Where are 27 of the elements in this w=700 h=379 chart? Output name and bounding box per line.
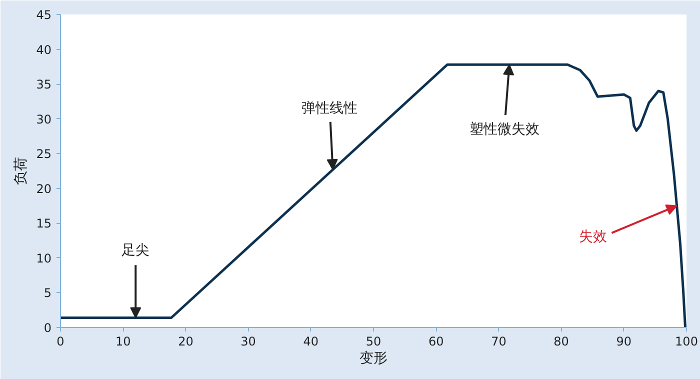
- x-tick-label: 90: [616, 334, 632, 348]
- y-tick-label: 25: [36, 147, 52, 162]
- x-tick-label: 40: [303, 334, 319, 348]
- x-tick-label: 80: [554, 334, 569, 348]
- x-tick-label: 70: [491, 334, 506, 348]
- x-axis-title: 变形: [360, 350, 388, 366]
- y-tick-label: 40: [36, 42, 52, 57]
- annotation: 失效: [578, 229, 607, 246]
- annotation: 弹性线性: [302, 100, 358, 116]
- x-tick-label: 20: [178, 334, 194, 348]
- x-tick-label: 60: [428, 334, 444, 348]
- y-tick-label: 10: [36, 251, 52, 266]
- y-tick-label: 45: [36, 8, 52, 22]
- y-tick-label: 5: [44, 286, 52, 300]
- y-tick-label: 30: [36, 112, 52, 126]
- y-tick-label: 0: [44, 321, 52, 335]
- annotation: 塑性微失效: [469, 121, 540, 138]
- x-tick-label: 0: [56, 334, 64, 348]
- x-tick-label: 50: [366, 334, 382, 348]
- annotation: 足尖: [122, 242, 150, 258]
- y-tick-label: 35: [36, 78, 52, 92]
- y-tick-label: 20: [36, 182, 52, 196]
- y-tick-label: 15: [36, 216, 52, 231]
- y-axis-title: 负荷: [13, 157, 30, 185]
- x-tick-label: 10: [115, 334, 131, 348]
- x-tick-label: 30: [240, 334, 256, 348]
- x-tick-label: 100: [675, 334, 698, 348]
